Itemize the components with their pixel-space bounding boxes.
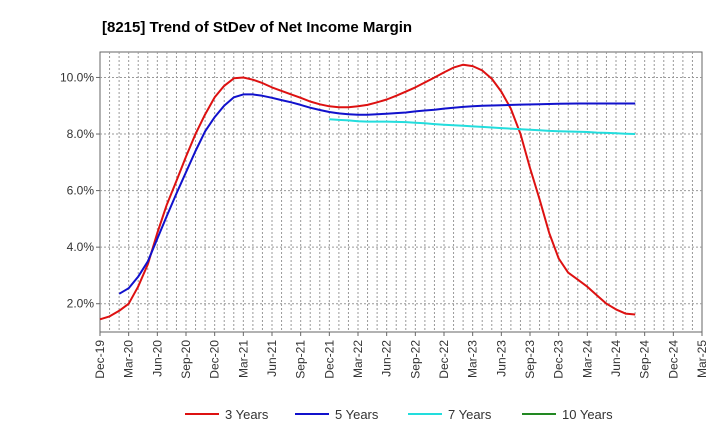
x-tick-label: Sep-23 (523, 340, 537, 379)
x-tick-label: Mar-20 (122, 340, 136, 378)
x-tick-label: Dec-23 (552, 340, 566, 379)
x-tick-label: Dec-19 (93, 340, 107, 379)
series-line-3-years (99, 63, 636, 321)
series-line-5-years (118, 93, 636, 295)
legend-label: 10 Years (562, 407, 613, 422)
y-tick-label: 6.0% (67, 184, 95, 198)
x-tick-label: Mar-25 (695, 340, 709, 378)
legend-label: 3 Years (225, 407, 269, 422)
x-tick-label: Sep-24 (638, 340, 652, 379)
x-tick-label: Jun-20 (150, 340, 164, 377)
y-tick-label: 2.0% (67, 297, 95, 311)
y-tick-label: 10.0% (60, 70, 94, 84)
series-layer (99, 63, 636, 321)
x-tick-label: Mar-24 (580, 340, 594, 378)
x-tick-label: Jun-21 (265, 340, 279, 377)
x-tick-label: Dec-24 (666, 340, 680, 379)
legend-label: 5 Years (335, 407, 379, 422)
x-tick-label: Jun-24 (609, 340, 623, 377)
plot-frame (99, 51, 703, 333)
x-tick-label: Dec-20 (208, 340, 222, 379)
legend: 3 Years 5 Years 7 Years 10 Years (185, 407, 613, 422)
x-tick-label: Mar-23 (466, 340, 480, 378)
x-tick-label: Mar-22 (351, 340, 365, 378)
chart-title: [8215] Trend of StDev of Net Income Marg… (102, 19, 412, 36)
x-tick-label: Jun-23 (494, 340, 508, 377)
x-tick-label: Mar-21 (236, 340, 250, 378)
x-tick-label: Sep-22 (408, 340, 422, 379)
x-tick-label: Jun-22 (380, 340, 394, 377)
x-tick-label: Sep-21 (294, 340, 308, 379)
grid (100, 52, 702, 332)
series-line-7-years (329, 118, 636, 135)
y-axis: 2.0% 4.0% 6.0% 8.0% 10.0% (60, 70, 100, 311)
x-axis: Dec-19 Mar-20 Jun-20 Sep-20 Dec-20 Mar-21 Jun-… (93, 332, 709, 379)
plot-area (99, 51, 703, 333)
x-tick-label: Dec-22 (437, 340, 451, 379)
y-tick-label: 4.0% (67, 240, 95, 254)
x-tick-label: Dec-21 (322, 340, 336, 379)
y-tick-label: 8.0% (67, 127, 95, 141)
legend-label: 7 Years (448, 407, 492, 422)
x-tick-label: Sep-20 (179, 340, 193, 379)
